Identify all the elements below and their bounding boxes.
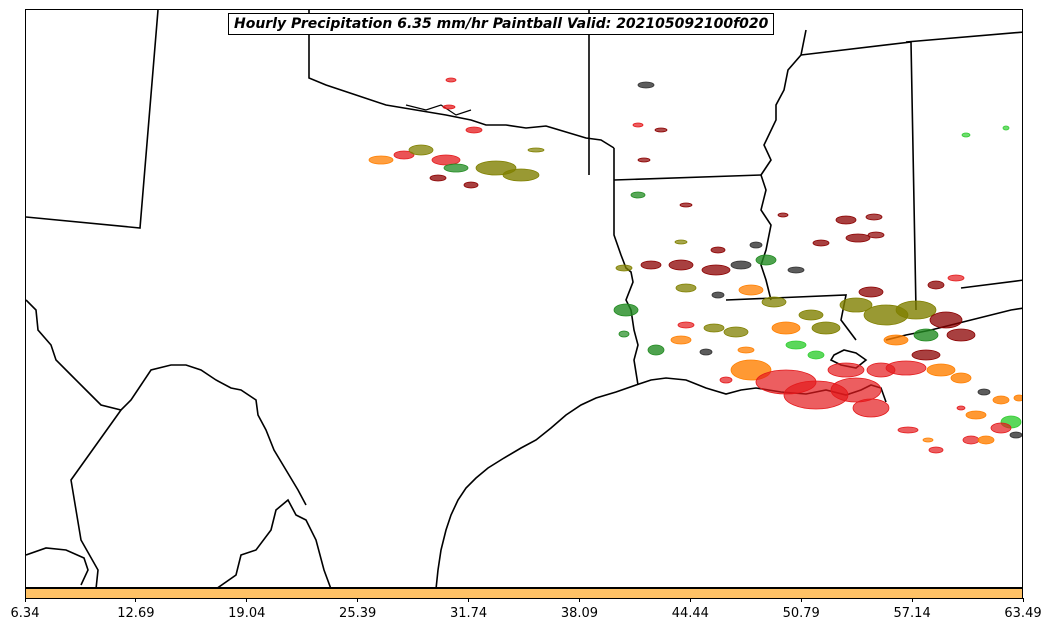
colorbar-tick: [689, 598, 691, 602]
colorbar-tick: [578, 598, 580, 602]
colorbar-tick-label: 44.44: [671, 606, 709, 621]
colorbar-tick-label: 57.14: [893, 606, 931, 621]
precipitation-paintball: [368, 77, 1022, 454]
colorbar-tick: [246, 598, 248, 602]
colorbar-tick: [800, 598, 802, 602]
colorbar-tick-label: 50.79: [782, 606, 820, 621]
state-boundaries: [26, 10, 1022, 587]
map-canvas: [26, 10, 1022, 587]
colorbar-tick-label: 38.09: [560, 606, 599, 621]
colorbar-tick-label: 6.34: [10, 606, 40, 621]
colorbar-tick: [1022, 598, 1024, 602]
colorbar-tick-label: 63.49: [1004, 606, 1042, 621]
map-panel: [25, 9, 1023, 588]
colorbar-tick: [135, 598, 137, 602]
colorbar: [25, 588, 1023, 599]
colorbar-tick: [24, 598, 26, 602]
colorbar-tick-label: 31.74: [449, 606, 488, 621]
colorbar-tick: [357, 598, 359, 602]
colorbar-tick-label: 19.04: [228, 606, 266, 621]
colorbar-tick: [911, 598, 913, 602]
colorbar-tick-label: 12.69: [117, 606, 155, 621]
colorbar-tick: [468, 598, 470, 602]
colorbar-tick-label: 25.39: [339, 606, 377, 621]
map-title: Hourly Precipitation 6.35 mm/hr Paintbal…: [228, 13, 775, 35]
